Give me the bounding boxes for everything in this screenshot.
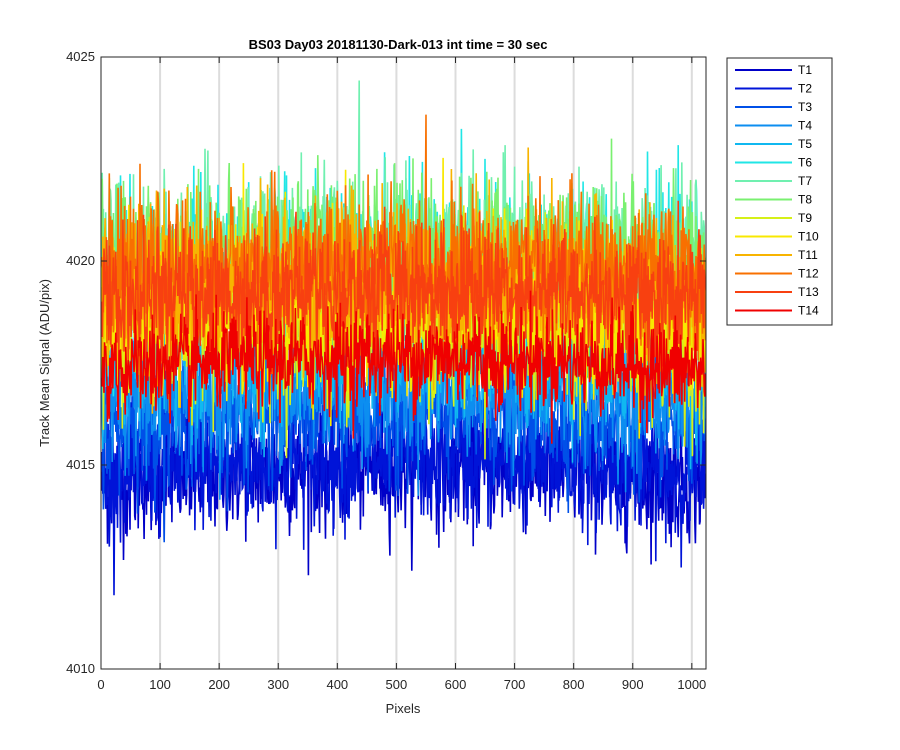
legend-label: T13: [798, 285, 819, 299]
series-line-t13: [101, 200, 706, 386]
plot-frame: [100, 56, 707, 670]
legend-label: T12: [798, 267, 819, 281]
legend: T1 T2 T3 T4 T5 T6 T7 T8 T9 T10 T11 T12 T13 T14: [726, 57, 833, 326]
legend-label: T2: [798, 82, 812, 96]
legend-box: [726, 57, 833, 326]
legend-label: T8: [798, 193, 812, 207]
legend-label: T10: [798, 230, 819, 244]
y-tick-label: 4020: [66, 253, 95, 268]
legend-label: T6: [798, 156, 812, 170]
y-axis-label: Track Mean Signal (ADU/pix): [37, 279, 52, 447]
chart-title: BS03 Day03 20181130-Dark-013 int time = …: [249, 37, 548, 52]
legend-label: T7: [798, 174, 812, 188]
legend-label: T11: [798, 248, 818, 262]
x-tick-label: 400: [326, 677, 348, 692]
x-axis: 0 100 200 300 400 500 600 700 800 900 1000: [97, 57, 706, 692]
legend-label: T4: [798, 119, 812, 133]
x-tick-label: 0: [97, 677, 104, 692]
x-tick-label: 700: [504, 677, 526, 692]
y-tick-label: 4025: [66, 49, 95, 64]
x-tick-label: 200: [208, 677, 230, 692]
x-tick-label: 900: [622, 677, 644, 692]
x-tick-label: 500: [386, 677, 408, 692]
legend-label: T9: [798, 211, 812, 225]
x-tick-label: 800: [563, 677, 585, 692]
x-axis-label: Pixels: [386, 701, 421, 716]
legend-label: T1: [798, 63, 812, 77]
x-tick-label: 100: [149, 677, 171, 692]
legend-label: T14: [798, 304, 819, 318]
y-axis: 4010 4015 4020 4025: [66, 49, 706, 676]
x-tick-label: 1000: [677, 677, 706, 692]
y-tick-label: 4015: [66, 457, 95, 472]
x-tick-label: 300: [267, 677, 289, 692]
legend-label: T3: [798, 100, 812, 114]
y-tick-label: 4010: [66, 661, 95, 676]
legend-label: T5: [798, 137, 812, 151]
series-lines: [101, 80, 706, 596]
series-line-t14: [101, 290, 706, 444]
x-tick-label: 600: [445, 677, 467, 692]
